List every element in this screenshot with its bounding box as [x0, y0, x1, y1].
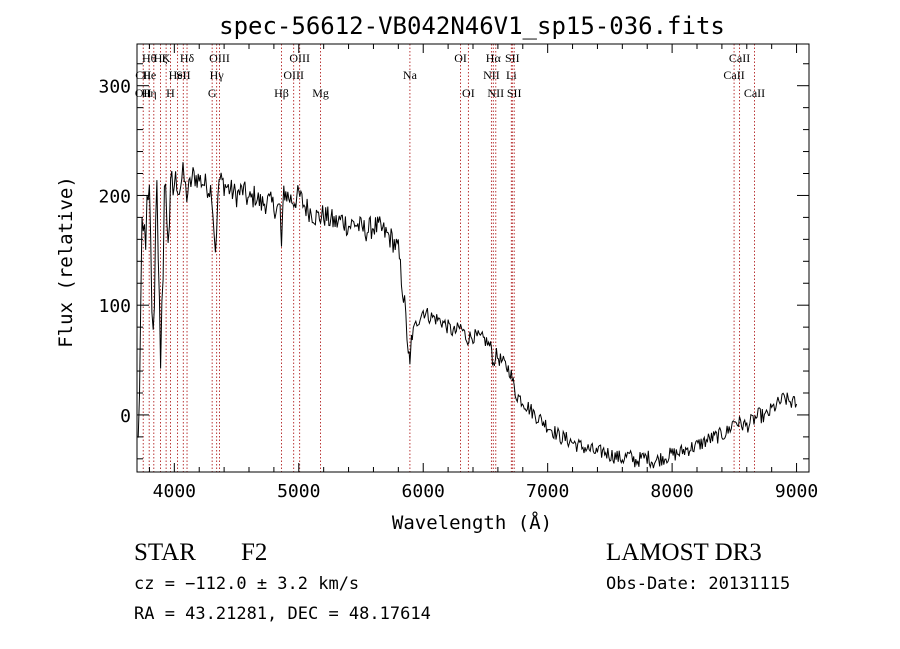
spectral-line-label: HeI	[169, 68, 187, 82]
spectral-line-label: Li	[506, 68, 517, 82]
spectral-line-label: CII	[135, 68, 151, 82]
spectral-line-label: OI	[462, 86, 475, 100]
spectral-line-label: OI	[454, 51, 467, 65]
spectral-line-label: He	[142, 68, 156, 82]
spectral-line-label: SII	[505, 51, 520, 65]
spectral-line-label: NII	[483, 68, 500, 82]
spectrum-line	[137, 162, 798, 469]
subclass: F2	[241, 539, 268, 566]
spectral-line-label: OII	[135, 86, 152, 100]
spectral-line-labels: CIIOIIHθHeHηHζKHHeISIIHδGHγOIIIHβOIIIOII…	[135, 51, 765, 100]
spectral-line-label: CaII	[729, 51, 750, 65]
y-tick-label: 200	[98, 186, 131, 207]
x-tick-label: 8000	[650, 481, 693, 502]
survey-name: LAMOST DR3	[606, 539, 762, 566]
spectrum-trace	[137, 162, 798, 469]
spectral-line-label: Hζ	[154, 51, 168, 65]
spectral-line-label: OIII	[209, 51, 230, 65]
spectral-line-label: CaII	[723, 68, 744, 82]
spectral-line-label: Hδ	[180, 51, 195, 65]
spectral-line-label: Hγ	[210, 68, 225, 82]
x-tick-label: 5000	[277, 481, 320, 502]
spectral-line-label: CaII	[744, 86, 765, 100]
y-tick-label: 100	[98, 296, 131, 317]
spectral-line-label: Hθ	[142, 51, 157, 65]
spectral-line-label: Hη	[142, 86, 157, 100]
spectral-line-label: Hβ	[274, 86, 289, 100]
x-tick-label: 9000	[775, 481, 818, 502]
x-tick-label: 4000	[153, 481, 196, 502]
axis-ticks	[137, 44, 809, 472]
spectral-line-label: SII	[176, 68, 191, 82]
y-axis-label: Flux (relative)	[55, 176, 77, 348]
plot-frame	[136, 43, 810, 473]
spectral-line-label: K	[162, 51, 171, 65]
spectral-line-label: G	[208, 86, 217, 100]
observation-date: Obs-Date: 20131115	[606, 574, 791, 594]
spectral-line-label: Mg	[312, 86, 329, 100]
spectral-line-label: OIII	[289, 51, 310, 65]
spectral-line-label: Hα	[486, 51, 502, 65]
spectral-line-markers	[142, 44, 755, 472]
chart-title: spec-56612-VB042N46V1_sp15-036.fits	[219, 12, 725, 40]
x-tick-label: 7000	[526, 481, 569, 502]
x-axis-label: Wavelength (Å)	[392, 511, 552, 534]
coordinates: RA = 43.21281, DEC = 48.17614	[134, 604, 431, 624]
y-tick-label: 0	[120, 406, 131, 427]
axis-tick-labels: 4000 5000 6000 7000 8000 9000 0 100 200 300	[98, 77, 818, 502]
x-tick-label: 6000	[402, 481, 445, 502]
object-class: STAR	[134, 539, 196, 566]
spectral-line-label: H	[166, 86, 175, 100]
redshift-value: cz = −112.0 ± 3.2 km/s	[134, 574, 360, 594]
spectral-line-label: SII	[507, 86, 522, 100]
spectral-line-label: OIII	[283, 68, 304, 82]
y-tick-label: 300	[98, 77, 131, 98]
spectral-line-label: NII	[487, 86, 504, 100]
spectral-line-label: Na	[403, 68, 418, 82]
